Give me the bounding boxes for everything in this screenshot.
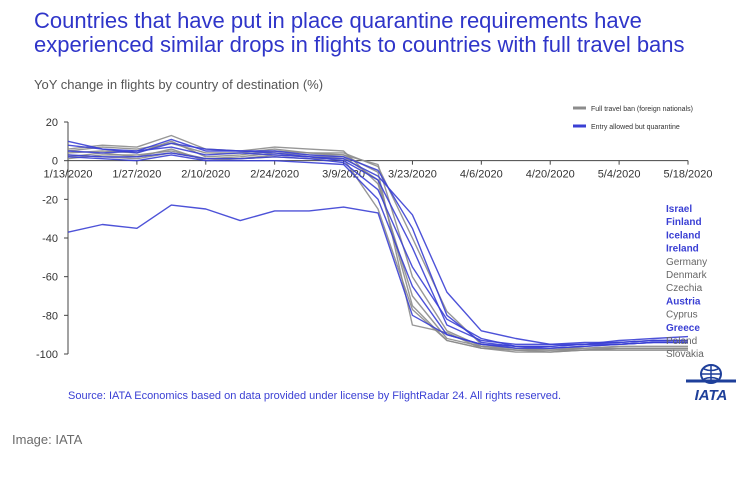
iata-logo: IATA <box>686 364 736 404</box>
y-tick-label: -40 <box>42 233 58 245</box>
legend: Full travel ban (foreign nationals) Entry… <box>573 106 693 131</box>
y-tick-label: -60 <box>42 272 58 284</box>
country-label: Poland <box>666 336 697 347</box>
x-tick-label: 3/23/2020 <box>388 169 437 181</box>
source-note: Source: IATA Economics based on data pro… <box>68 390 561 402</box>
legend-label: Full travel ban (foreign nationals) <box>591 106 693 113</box>
globe-icon <box>686 364 736 384</box>
country-label: Germany <box>666 257 707 268</box>
y-tick-label: -20 <box>42 194 58 206</box>
series-line-12 <box>67 152 688 353</box>
y-tick-label: 20 <box>46 117 58 129</box>
series-line-5 <box>67 140 688 347</box>
country-label: Iceland <box>666 230 700 241</box>
country-label: Austria <box>666 296 701 307</box>
country-label: Slovakia <box>666 349 704 360</box>
country-labels: Israel Finland Iceland Ireland Germany Denmar… <box>666 204 708 360</box>
chart-svg: YoY change in flights by country of dest… <box>34 77 736 404</box>
chart-subtitle: YoY change in flights by country of dest… <box>34 77 323 92</box>
y-tick-label: 0 <box>52 156 58 168</box>
country-label: Cyprus <box>666 310 698 321</box>
series-layer <box>67 134 689 353</box>
chart-title: Countries that have put in place quarant… <box>34 8 685 57</box>
axes: 20 0 -20 -40 -60 -80 -100 1/13/2020 1/27/2020 2/1… <box>36 117 713 361</box>
series-line-1 <box>67 204 688 347</box>
y-tick-label: -100 <box>36 349 58 361</box>
country-label: Czechia <box>666 283 703 294</box>
series-line-9 <box>67 150 688 349</box>
logo-text: IATA <box>695 387 728 404</box>
country-label: Israel <box>666 204 692 215</box>
country-label: Greece <box>666 323 700 334</box>
x-tick-label: 2/24/2020 <box>250 169 299 181</box>
x-tick-label: 4/6/2020 <box>460 169 503 181</box>
legend-label: Entry allowed but quarantine <box>591 124 680 131</box>
country-label: Ireland <box>666 244 699 255</box>
series-line-6 <box>67 154 688 349</box>
x-tick-label: 1/27/2020 <box>112 169 161 181</box>
image-caption: Image: IATA <box>12 432 83 447</box>
x-tick-label: 1/13/2020 <box>44 169 93 181</box>
y-tick-label: -80 <box>42 310 58 322</box>
country-label: Denmark <box>666 270 708 281</box>
x-tick-label: 5/4/2020 <box>598 169 641 181</box>
series-line-3 <box>67 146 688 345</box>
x-tick-label: 2/10/2020 <box>181 169 230 181</box>
country-label: Finland <box>666 217 702 228</box>
x-tick-label: 5/18/2020 <box>664 169 713 181</box>
x-tick-label: 4/20/2020 <box>526 169 575 181</box>
